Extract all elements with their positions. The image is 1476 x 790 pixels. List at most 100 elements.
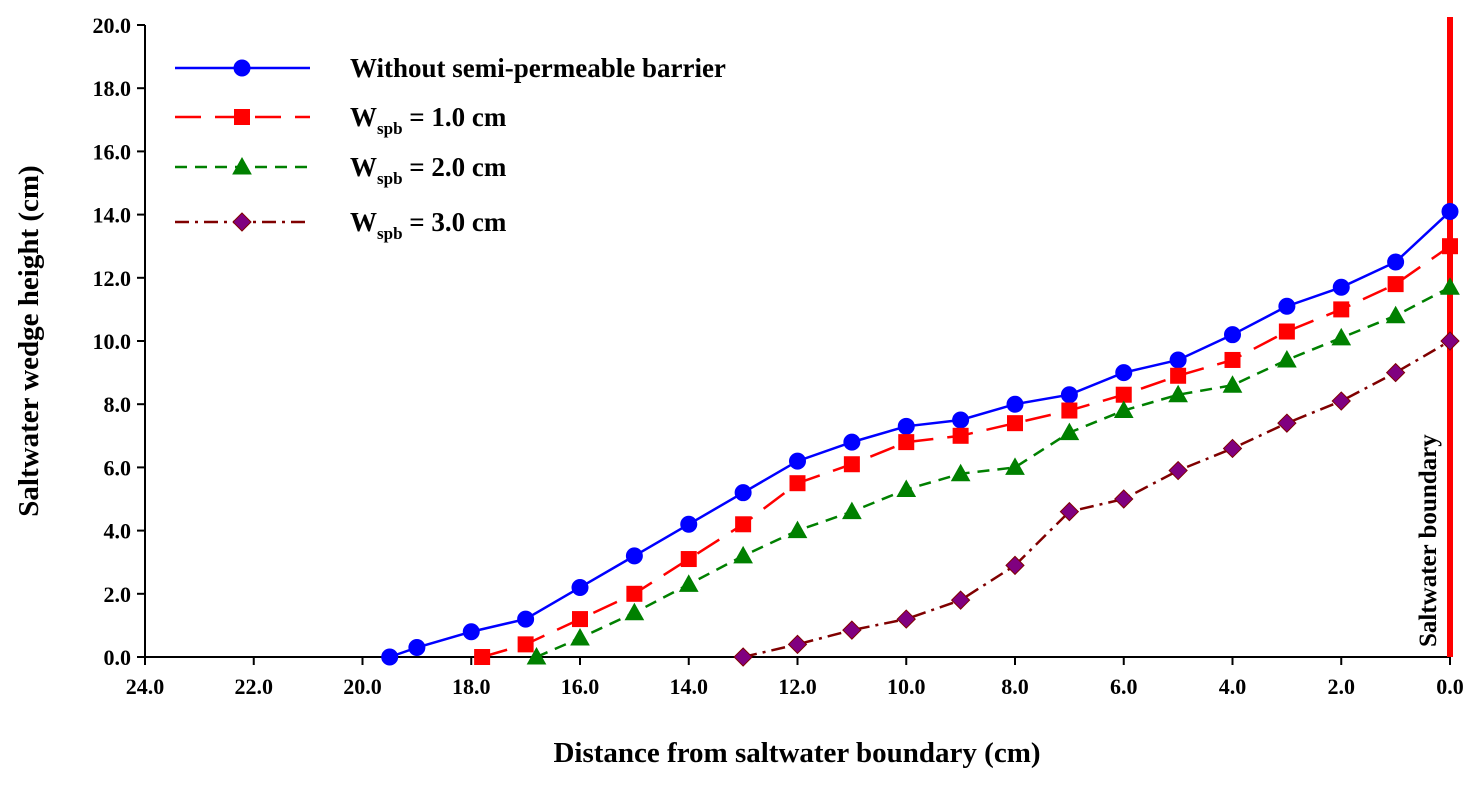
marker bbox=[950, 590, 971, 610]
marker bbox=[1222, 375, 1243, 393]
marker bbox=[1168, 384, 1188, 403]
y-tick-label: 16.0 bbox=[93, 139, 132, 164]
marker bbox=[1170, 367, 1187, 384]
marker bbox=[842, 620, 862, 640]
legend-label: Wspb = 3.0 cm bbox=[350, 207, 507, 243]
marker bbox=[680, 515, 698, 533]
marker bbox=[1061, 402, 1078, 419]
legend-label: Wspb = 1.0 cm bbox=[350, 102, 507, 138]
legend-marker bbox=[234, 109, 250, 125]
marker bbox=[1169, 351, 1187, 369]
marker bbox=[1331, 327, 1352, 346]
marker bbox=[624, 602, 645, 621]
series-line bbox=[536, 286, 1451, 659]
marker bbox=[678, 574, 699, 592]
marker bbox=[1385, 362, 1406, 383]
y-tick-label: 6.0 bbox=[104, 455, 132, 480]
annotation: Saltwater boundary bbox=[1415, 434, 1442, 647]
marker bbox=[1113, 400, 1134, 419]
x-tick-label: 6.0 bbox=[1110, 674, 1138, 699]
marker bbox=[680, 551, 697, 568]
marker bbox=[572, 611, 588, 628]
marker bbox=[526, 646, 547, 665]
marker bbox=[1059, 501, 1080, 522]
marker bbox=[381, 648, 399, 666]
x-tick-label: 18.0 bbox=[452, 674, 491, 699]
marker bbox=[1007, 415, 1023, 432]
marker bbox=[952, 427, 969, 444]
series bbox=[526, 277, 1460, 665]
marker bbox=[1333, 301, 1350, 318]
marker bbox=[1005, 555, 1025, 576]
marker bbox=[626, 585, 643, 602]
marker bbox=[1387, 276, 1404, 293]
marker bbox=[1277, 413, 1297, 433]
marker bbox=[474, 649, 491, 665]
marker bbox=[1224, 351, 1241, 368]
y-tick-label: 0.0 bbox=[104, 645, 132, 670]
legend-marker bbox=[232, 156, 252, 175]
marker bbox=[843, 433, 861, 451]
legend-label: Wspb = 2.0 cm bbox=[350, 152, 507, 188]
series-line bbox=[742, 339, 1451, 659]
marker bbox=[1440, 277, 1460, 295]
legend-marker bbox=[233, 59, 251, 77]
marker bbox=[1115, 364, 1133, 382]
marker bbox=[517, 610, 535, 628]
marker bbox=[1442, 238, 1458, 255]
marker bbox=[898, 434, 915, 451]
y-tick-label: 12.0 bbox=[93, 266, 132, 291]
marker bbox=[1278, 323, 1295, 340]
series bbox=[733, 331, 1460, 667]
y-tick-label: 8.0 bbox=[104, 392, 132, 417]
marker bbox=[1331, 391, 1351, 411]
marker bbox=[789, 475, 806, 492]
y-tick-label: 4.0 bbox=[104, 519, 132, 544]
marker bbox=[842, 501, 862, 520]
x-tick-label: 20.0 bbox=[343, 674, 382, 699]
y-tick-label: 18.0 bbox=[93, 76, 132, 101]
series bbox=[474, 238, 1458, 665]
marker bbox=[897, 417, 915, 435]
marker bbox=[950, 463, 971, 482]
marker bbox=[1222, 438, 1243, 459]
x-tick-label: 16.0 bbox=[561, 674, 600, 699]
marker bbox=[1168, 460, 1188, 481]
marker bbox=[789, 452, 806, 470]
marker bbox=[1385, 305, 1406, 324]
marker bbox=[1006, 395, 1024, 413]
marker bbox=[1224, 326, 1241, 344]
marker bbox=[787, 520, 808, 539]
y-tick-label: 14.0 bbox=[93, 203, 132, 228]
marker bbox=[625, 547, 643, 565]
series bbox=[381, 202, 1459, 666]
x-tick-label: 12.0 bbox=[778, 674, 817, 699]
marker bbox=[896, 479, 917, 498]
marker bbox=[733, 647, 753, 667]
marker bbox=[733, 545, 753, 564]
legend-marker bbox=[232, 212, 252, 232]
marker bbox=[787, 634, 808, 655]
marker bbox=[1278, 297, 1296, 315]
marker bbox=[1005, 457, 1025, 475]
marker bbox=[1440, 331, 1460, 351]
x-tick-label: 10.0 bbox=[887, 674, 926, 699]
x-tick-label: 2.0 bbox=[1328, 674, 1356, 699]
series-line bbox=[389, 210, 1451, 659]
x-axis-label: Distance from saltwater boundary (cm) bbox=[553, 737, 1040, 769]
marker bbox=[1332, 278, 1350, 296]
marker bbox=[1441, 202, 1459, 220]
y-tick-label: 20.0 bbox=[93, 13, 132, 38]
marker bbox=[408, 639, 426, 657]
x-tick-label: 22.0 bbox=[235, 674, 274, 699]
marker bbox=[1387, 253, 1405, 271]
marker bbox=[1060, 386, 1078, 404]
marker bbox=[570, 628, 590, 646]
marker bbox=[517, 636, 534, 653]
marker bbox=[1059, 422, 1080, 441]
y-tick-label: 10.0 bbox=[93, 329, 132, 354]
marker bbox=[896, 609, 916, 629]
y-axis-label: Saltwater wedge height (cm) bbox=[13, 165, 45, 516]
